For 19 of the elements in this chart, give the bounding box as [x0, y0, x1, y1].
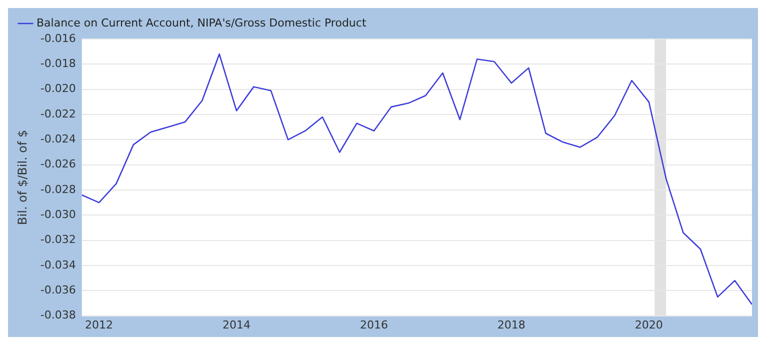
y-tick-label: -0.032 — [40, 233, 76, 246]
y-tick-label: -0.026 — [40, 158, 76, 171]
x-tick-label: 2012 — [85, 318, 114, 332]
y-tick-label: -0.038 — [40, 308, 76, 322]
y-tick-label: -0.016 — [40, 32, 76, 45]
x-tick-label: 2016 — [360, 318, 388, 332]
legend-label: Balance on Current Account, NIPA's/Gross Domestic Product — [36, 16, 367, 30]
y-tick-label: -0.022 — [40, 107, 76, 120]
y-axis-title: Bil. of $/Bil. of $ — [15, 130, 30, 225]
y-tick-label: -0.024 — [40, 132, 76, 146]
x-tick-label: 2018 — [497, 318, 526, 332]
y-tick-label: -0.028 — [40, 182, 76, 196]
x-tick-label: 2020 — [634, 318, 663, 332]
y-tick-label: -0.020 — [40, 82, 76, 96]
x-tick-label: 2014 — [222, 318, 251, 332]
y-tick-label: -0.036 — [40, 283, 76, 296]
y-tick-label: -0.034 — [40, 258, 76, 272]
y-tick-label: -0.030 — [40, 208, 76, 222]
y-tick-label: -0.018 — [40, 57, 76, 70]
